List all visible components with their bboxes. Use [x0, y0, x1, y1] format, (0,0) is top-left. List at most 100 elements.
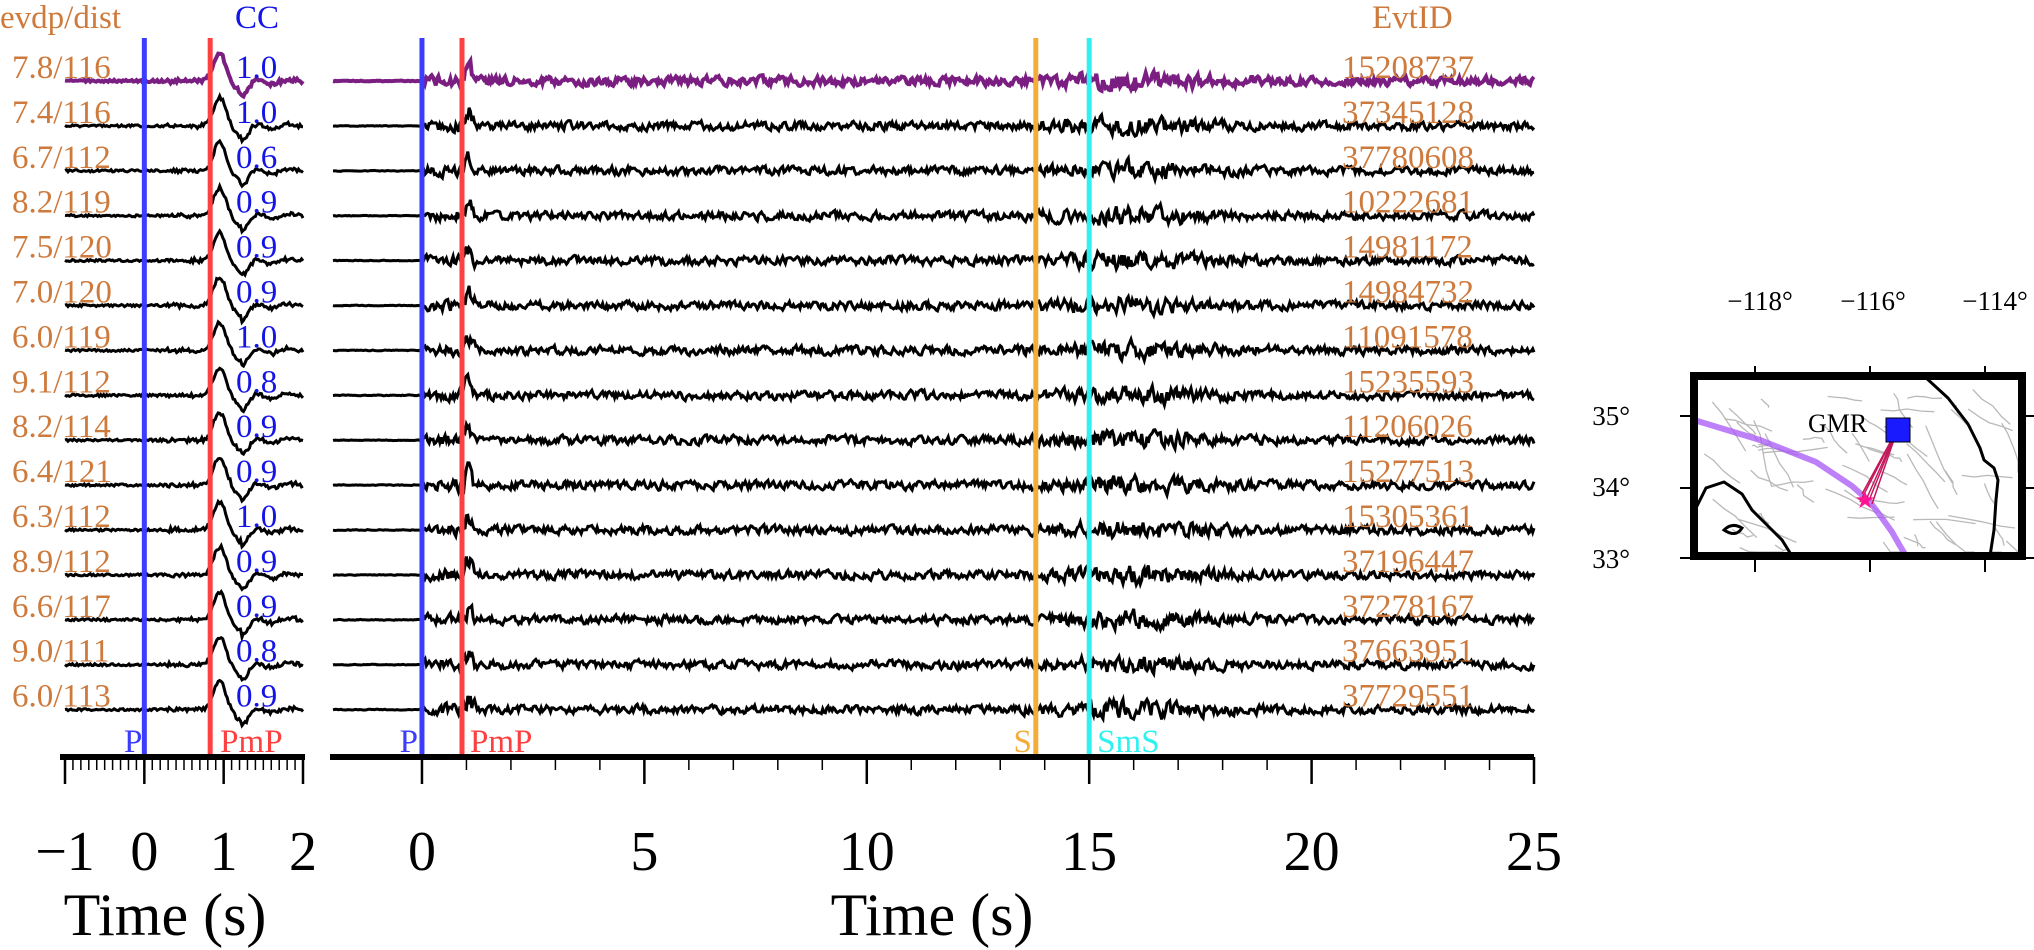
- trace-event-id: 10222681: [1342, 185, 1474, 221]
- left-trace: [64, 411, 304, 457]
- trace-event-id: 37780608: [1342, 140, 1474, 176]
- trace-depth-distance-label: 7.4/116: [12, 95, 111, 131]
- map-fault: [1711, 401, 1747, 452]
- middle-trace: [332, 199, 1536, 229]
- middle-trace: [332, 54, 1536, 95]
- trace-depth-distance-label: 8.2/114: [12, 409, 111, 445]
- trace-cc-value: 0.9: [236, 589, 277, 625]
- map-fault: [1972, 388, 2011, 425]
- trace-depth-distance-label: 8.2/119: [12, 185, 111, 221]
- middle-header-evtid: EvtID: [1372, 0, 1453, 36]
- middle-trace: [332, 285, 1536, 320]
- trace-cc-value: 1.0: [236, 95, 277, 131]
- map-fault: [1737, 518, 1797, 543]
- map-fault: [1772, 480, 1814, 487]
- left-tick-label: 1: [210, 821, 238, 883]
- map-fault: [1851, 432, 1870, 462]
- middle-trace: [332, 371, 1535, 411]
- left-trace: [64, 228, 305, 278]
- trace-event-id: 37663951: [1342, 634, 1474, 670]
- left-x-ticks: −1 0 1 2: [35, 757, 317, 883]
- map-fault: [1870, 499, 1905, 505]
- left-phase-label-p: P: [124, 724, 142, 760]
- map-fault: [1728, 407, 1757, 435]
- left-phase-lines: [141, 38, 213, 757]
- map-fault: [1880, 470, 1908, 486]
- left-trace-labels: 7.8/116 7.4/116 6.7/112 8.2/119 7.5/120 7.0/1…: [12, 50, 112, 715]
- trace-cc-value: 1.0: [236, 50, 277, 86]
- map-fault: [1967, 408, 2013, 432]
- left-tick-label: 0: [130, 821, 158, 883]
- middle-panel: EvtID 15208737 37345128 37780608 10222681 14…: [330, 0, 1562, 948]
- left-trace: [64, 319, 305, 369]
- map-fault: [1913, 534, 1919, 547]
- map-fault: [1961, 474, 2013, 479]
- left-x-axis-title: Time (s): [64, 882, 267, 948]
- middle-phase-label-s: S: [1013, 724, 1031, 760]
- trace-cc-value: 0.9: [236, 230, 277, 266]
- map-fault: [1907, 395, 1943, 400]
- middle-trace: [332, 333, 1536, 366]
- middle-tick-label: 0: [408, 821, 436, 883]
- trace-event-id: 15208737: [1342, 50, 1474, 86]
- middle-tick-label: 20: [1284, 821, 1340, 883]
- trace-depth-distance-label: 6.0/119: [12, 319, 111, 355]
- map-fault: [1751, 444, 1769, 448]
- trace-depth-distance-label: 7.8/116: [12, 50, 111, 86]
- trace-cc-value: 0.6: [236, 140, 277, 176]
- trace-event-id: 14981172: [1342, 230, 1473, 266]
- trace-depth-distance-label: 6.3/112: [12, 499, 111, 535]
- middle-phase-label-p: P: [400, 724, 418, 760]
- trace-cc-value: 1.0: [236, 499, 277, 535]
- trace-depth-distance-label: 8.9/112: [12, 544, 111, 580]
- map-fault: [1880, 408, 1935, 413]
- map-fault: [1925, 425, 1953, 484]
- left-traces: [64, 51, 305, 729]
- left-tick-label: −1: [35, 821, 95, 883]
- trace-depth-distance-label: 6.0/113: [12, 679, 111, 715]
- left-header-evdp-dist: evdp/dist: [0, 0, 121, 36]
- trace-depth-distance-label: 9.1/112: [12, 364, 111, 400]
- left-tick-label: 2: [289, 821, 317, 883]
- map-fault: [1822, 424, 1848, 454]
- map-fault: [1948, 514, 2016, 529]
- trace-cc-value: 0.8: [236, 364, 277, 400]
- trace-depth-distance-label: 6.7/112: [12, 140, 111, 176]
- map-fault: [1758, 513, 1770, 525]
- middle-tick-label: 5: [630, 821, 658, 883]
- left-trace: [64, 498, 304, 550]
- trace-event-id: 37345128: [1342, 95, 1474, 131]
- middle-tick-label: 10: [839, 821, 895, 883]
- middle-event-ids: 15208737 37345128 37780608 10222681 14981172…: [1342, 50, 1474, 715]
- left-trace: [64, 138, 304, 189]
- left-trace: [64, 542, 303, 592]
- trace-event-id: 37278167: [1342, 589, 1474, 625]
- trace-event-id: 11091578: [1342, 319, 1473, 355]
- map-fault: [1929, 520, 1956, 546]
- trace-cc-value: 0.9: [236, 679, 277, 715]
- map-fault: [1753, 420, 1773, 488]
- map-fault: [1842, 464, 1888, 493]
- left-trace: [64, 366, 305, 414]
- map-frame: [1690, 372, 2026, 560]
- middle-traces: [332, 54, 1536, 724]
- trace-cc-value: 0.9: [236, 544, 277, 580]
- trace-cc-value: 0.9: [236, 185, 277, 221]
- map-lon-tick-118: −118°: [1727, 286, 1793, 316]
- left-trace: [64, 181, 305, 235]
- map-fault: [1802, 436, 1825, 444]
- map-state-border: [1922, 374, 2000, 557]
- middle-trace: [332, 461, 1536, 501]
- map-fault: [1994, 527, 2005, 546]
- trace-event-id: 15305361: [1342, 499, 1474, 535]
- middle-trace: [332, 107, 1536, 141]
- middle-trace: [333, 602, 1536, 636]
- trace-event-id: 11206026: [1342, 409, 1473, 445]
- map-background: [1694, 376, 2022, 556]
- map-lat-tick-34: 34°: [1592, 472, 1630, 502]
- map-fault: [1906, 453, 1939, 510]
- left-trace: [64, 589, 304, 643]
- trace-cc-value: 0.8: [236, 634, 277, 670]
- trace-cc-value: 0.9: [236, 275, 277, 311]
